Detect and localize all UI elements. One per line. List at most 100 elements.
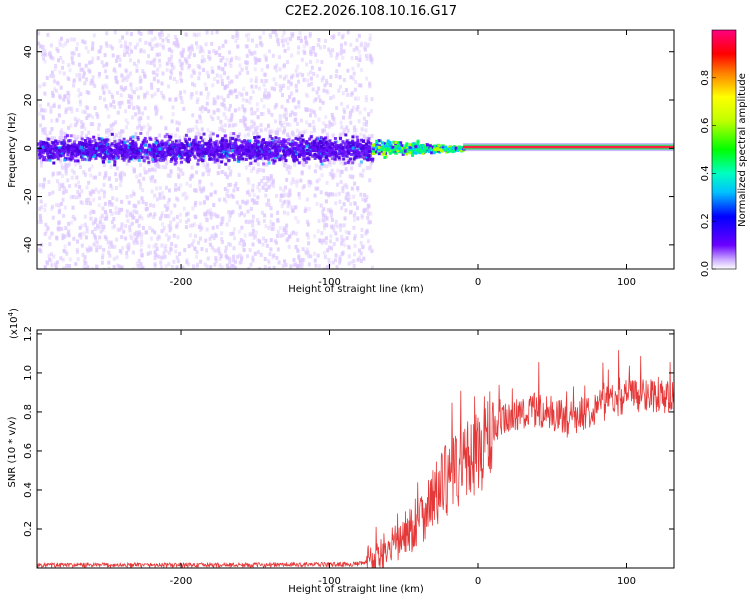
spectrogram-cell <box>342 115 345 120</box>
spectrogram-cell <box>343 110 347 114</box>
spectrogram-cell <box>193 222 197 227</box>
spectrogram-cell <box>141 225 145 230</box>
spectrogram-cell <box>349 42 353 47</box>
spectrogram-cell <box>139 126 143 131</box>
spectrogram-cell <box>77 180 80 185</box>
spectrogram-cell <box>159 155 163 159</box>
spectrogram-cell <box>98 196 102 201</box>
spectrogram-cell <box>262 168 265 173</box>
spectrogram-cell <box>282 160 286 165</box>
spectrogram-cell <box>65 251 69 256</box>
spectrogram-cell <box>342 183 346 188</box>
spectrogram-cell <box>288 188 292 193</box>
spectrogram-cell <box>178 135 182 140</box>
spectrogram-cell <box>188 183 192 188</box>
spectrogram-cell <box>269 247 273 252</box>
spectrogram-cell <box>313 113 317 118</box>
spectrogram-cell <box>132 61 136 66</box>
spectrogram-cell <box>316 186 320 191</box>
spectrogram-cell <box>50 207 54 212</box>
spectrogram-cell <box>231 231 235 236</box>
spectrogram-cell <box>308 150 312 154</box>
spectrogram-cell <box>152 269 155 273</box>
spectrogram-cell <box>92 143 96 147</box>
spectrogram-cell <box>249 152 253 156</box>
spectrogram-cell <box>240 225 244 230</box>
spectrogram-cell <box>325 132 329 137</box>
spectrogram-cell <box>296 64 300 69</box>
spectrogram-cell <box>303 50 307 55</box>
spectrogram-cell <box>178 139 182 143</box>
spectrogram-cell <box>102 141 106 145</box>
spectrogram-cell <box>183 137 187 141</box>
spectrogram-cell <box>86 265 90 269</box>
spectrogram-cell <box>194 234 197 239</box>
spectrogram-cell <box>305 197 309 202</box>
spectrogram-cell <box>107 177 111 182</box>
spectrogram-cell <box>355 153 359 157</box>
spectrogram-cell <box>107 266 111 269</box>
spectrogram-cell <box>244 145 248 149</box>
spectrogram-cell <box>227 118 231 123</box>
spectrogram-cell <box>160 30 164 35</box>
spectrogram-cell <box>126 74 129 79</box>
spectrogram-cell <box>178 93 182 98</box>
spectrogram-cell <box>366 158 370 162</box>
spectrogram-cell <box>221 140 225 144</box>
spectrogram-cell <box>220 265 224 269</box>
spectrogram-cell <box>64 149 68 153</box>
spectrogram-cell <box>250 51 254 56</box>
spectrogram-cell <box>305 251 308 256</box>
spectrogram-cell <box>342 159 346 164</box>
spectrogram-cell <box>325 78 328 83</box>
spectrogram-cell <box>137 223 141 228</box>
spectrogram-cell <box>206 163 210 168</box>
spectrogram-cell <box>165 161 169 166</box>
spectrogram-cell <box>41 127 45 132</box>
spectrogram-cell <box>225 255 229 260</box>
spectrogram-cell <box>270 182 274 187</box>
spectrogram-cell <box>124 86 128 90</box>
spectrogram-cell <box>157 164 161 169</box>
spectrogram-cell <box>134 156 138 160</box>
spectrogram-cell <box>69 123 73 128</box>
spectrogram-cell <box>38 247 42 252</box>
spectrogram-cell <box>95 152 99 156</box>
spectrogram-cell <box>104 83 108 88</box>
spectrogram-cell <box>196 162 200 166</box>
spectrogram-cell <box>305 219 309 224</box>
spectrogram-cell <box>67 125 71 130</box>
spectrogram-cell <box>81 67 85 72</box>
spectrogram-cell <box>308 165 311 170</box>
spectrogram-cell <box>276 269 279 273</box>
spectrogram-cell <box>38 111 42 116</box>
spectrogram-cell <box>168 60 172 65</box>
spectrogram-cell <box>48 242 52 247</box>
spectrogram-cell <box>251 146 255 150</box>
spectrogram-cell <box>50 263 54 268</box>
spectrogram-cell <box>214 256 218 261</box>
spectrogram-cell <box>62 213 66 218</box>
spectrogram-cell <box>323 266 326 269</box>
spectrogram-cell <box>73 123 77 128</box>
spectrogram-cell <box>178 58 182 63</box>
spectrogram-cell <box>137 158 141 162</box>
spectrogram-cell <box>221 56 225 60</box>
spectrogram-cell <box>351 174 355 179</box>
spectrogram-cell <box>105 143 109 146</box>
spectrogram-cell <box>59 138 63 143</box>
spectrogram-cell <box>117 54 121 59</box>
spectrogram-cell <box>335 52 339 57</box>
spectrogram-cell <box>258 167 262 172</box>
spectrogram-cell <box>333 173 337 178</box>
spectrogram-cell <box>218 251 222 256</box>
spectrogram-cell <box>125 244 129 249</box>
spectrogram-cell <box>258 267 261 269</box>
spectrogram-cell <box>174 183 178 188</box>
spectrogram-cell <box>160 211 164 216</box>
spectrogram-cell <box>95 245 99 250</box>
spectrogram-cell <box>209 134 212 139</box>
spectrogram-cell <box>55 117 59 122</box>
spectrogram-cell <box>248 139 252 143</box>
